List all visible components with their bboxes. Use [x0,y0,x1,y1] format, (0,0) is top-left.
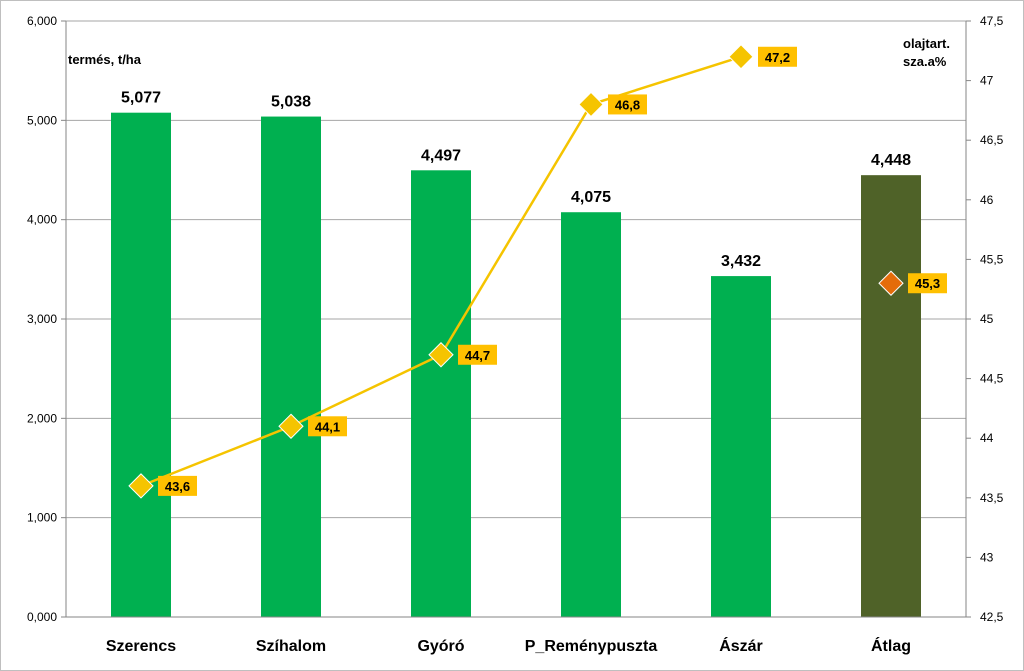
bar-series [111,112,921,618]
point-label-box [308,416,347,437]
right-tick-label: 43,5 [980,491,1004,505]
line-marker [728,44,754,70]
right-tick-label: 43 [980,550,994,564]
point-label-box [158,475,197,496]
point-value-label: 45,3 [915,276,940,291]
bar-value-label: 4,497 [421,147,461,164]
left-tick-label: 3,000 [27,312,57,326]
bar-value-label: 4,448 [871,152,911,169]
bar [561,212,621,617]
category-label: Szíhalom [256,638,326,655]
point-label-box [908,273,947,294]
category-label: Szerencs [106,638,176,655]
point-value-label: 46,8 [615,97,640,112]
point-label-box [608,94,647,115]
right-tick-label: 47 [980,74,994,88]
left-tick-label: 1,000 [27,511,57,525]
point-value-label: 44,7 [465,348,490,363]
bar [711,276,771,617]
bar-value-label: 3,432 [721,253,761,270]
category-label: Gyóró [417,638,464,655]
bar-value-label: 4,075 [571,189,611,206]
right-tick-label: 46,5 [980,133,1004,147]
left-tick-label: 5,000 [27,113,57,127]
gridlines [66,20,966,519]
point-value-label: 47,2 [765,50,790,65]
right-tick-label: 45 [980,312,994,326]
point-label-box [458,344,497,365]
right-axis-title-line1: olajtart. [903,36,950,51]
bar [861,175,921,617]
left-tick-label: 2,000 [27,411,57,425]
line-marker [428,342,454,368]
point-value-label: 44,1 [315,419,340,434]
left-axis-title: termés, t/ha [68,52,142,67]
bar [261,116,321,618]
point-label-box [758,46,797,67]
line-series [128,44,904,499]
right-tick-label: 45,5 [980,252,1004,266]
right-tick-label: 46 [980,193,994,207]
right-tick-label: 47,5 [980,14,1004,28]
axes: 0,000 1,000 2,000 3,000 4,000 5,000 6,000 42,5 4… [27,14,1004,655]
right-tick-label: 42,5 [980,610,1004,624]
bar-value-label: 5,077 [121,90,161,107]
bar [411,170,471,617]
average-marker [878,270,904,296]
right-axis-title-line2: sza.a% [903,54,947,69]
left-tick-label: 6,000 [27,14,57,28]
line-marker [278,413,304,439]
line-marker [128,473,154,499]
bar-value-label: 5,038 [271,94,311,111]
data-labels: 5,077 5,038 4,497 4,075 3,432 4,448 43,6 44,1 44… [121,46,947,496]
right-tick-label: 44,5 [980,372,1004,386]
category-label: Ászár [719,636,763,655]
left-tick-label: 0,000 [27,610,57,624]
line-marker [578,91,604,118]
category-label: P_Reménypuszta [525,638,658,655]
right-tick-label: 44 [980,431,994,445]
category-label: Átlag [871,636,911,655]
bar [111,112,171,618]
point-value-label: 43,6 [165,479,190,494]
left-tick-label: 4,000 [27,213,57,227]
